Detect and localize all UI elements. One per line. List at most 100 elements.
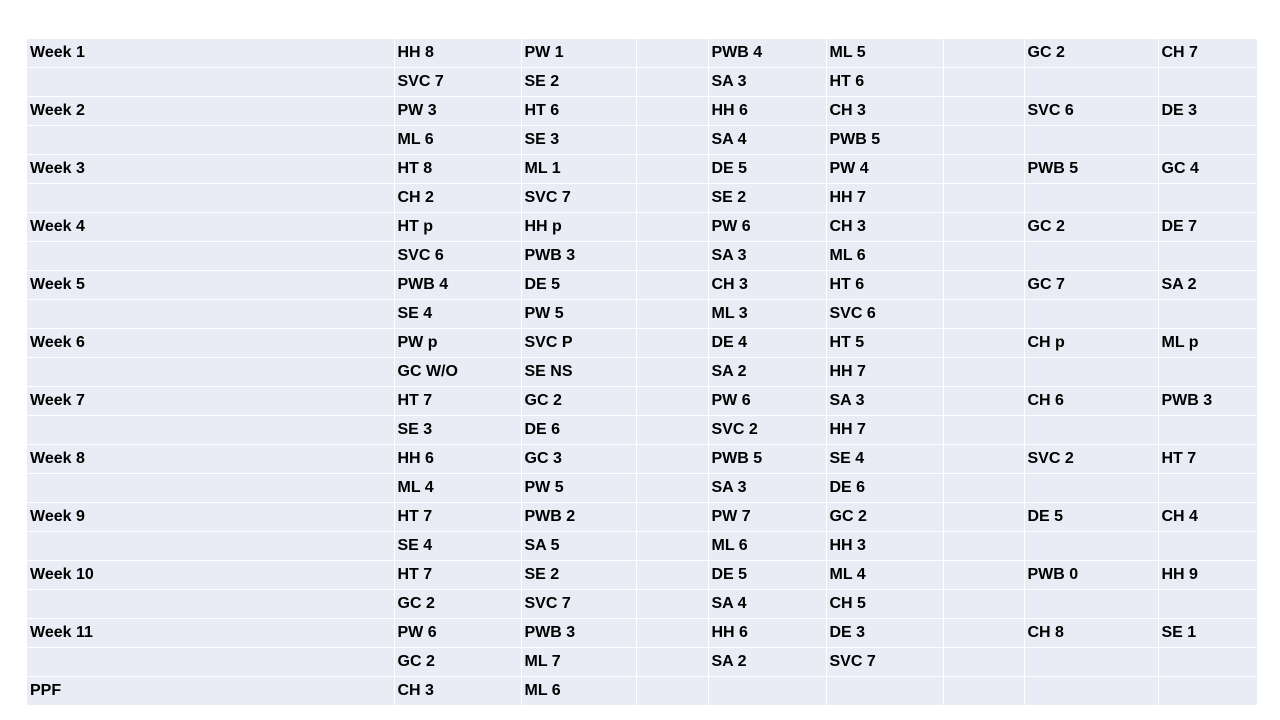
schedule-cell bbox=[636, 183, 709, 213]
schedule-cell: CH 2 bbox=[394, 183, 522, 213]
schedule-cell: GC 2 bbox=[826, 502, 944, 532]
schedule-cell bbox=[636, 357, 709, 387]
schedule-cell bbox=[1158, 676, 1257, 706]
schedule-cell bbox=[1158, 473, 1257, 503]
schedule-cell: GC 2 bbox=[394, 589, 522, 619]
schedule-cell: HH 6 bbox=[708, 618, 827, 648]
schedule-cell: SVC 6 bbox=[1024, 96, 1159, 126]
schedule-cell: SA 3 bbox=[826, 386, 944, 416]
schedule-cell bbox=[636, 531, 709, 561]
schedule-cell: PW p bbox=[394, 328, 522, 358]
table-row: Week 8 HH 6 GC 3 PWB 5 SE 4 SVC 2 HT 7 bbox=[27, 444, 1257, 474]
schedule-cell: PWB 4 bbox=[708, 39, 827, 68]
schedule-cell: ML 5 bbox=[826, 39, 944, 68]
schedule-cell: PW 5 bbox=[521, 299, 637, 329]
schedule-cell bbox=[636, 67, 709, 97]
schedule-cell: HH 7 bbox=[826, 415, 944, 445]
week-label-cell bbox=[27, 241, 395, 271]
schedule-cell: GC 2 bbox=[1024, 212, 1159, 242]
table-row: Week 5 PWB 4 DE 5 CH 3 HT 6 GC 7 SA 2 bbox=[27, 270, 1257, 300]
schedule-cell bbox=[943, 39, 1025, 68]
schedule-cell: PW 7 bbox=[708, 502, 827, 532]
schedule-cell bbox=[1024, 589, 1159, 619]
schedule-table: Week 1 HH 8 PW 1 PWB 4 ML 5 GC 2 CH 7 SVC 7 SE 2… bbox=[27, 39, 1257, 706]
schedule-cell: GC 2 bbox=[1024, 39, 1159, 68]
schedule-cell: HT 6 bbox=[826, 270, 944, 300]
schedule-cell: HH 3 bbox=[826, 531, 944, 561]
table-row: SVC 7 SE 2 SA 3 HT 6 bbox=[27, 67, 1257, 97]
schedule-cell bbox=[636, 502, 709, 532]
schedule-cell bbox=[943, 531, 1025, 561]
schedule-cell: DE 6 bbox=[826, 473, 944, 503]
schedule-cell: ML 6 bbox=[521, 676, 637, 706]
table-row: Week 6 PW p SVC P DE 4 HT 5 CH p ML p bbox=[27, 328, 1257, 358]
schedule-cell: SVC 2 bbox=[708, 415, 827, 445]
schedule-cell: HT 8 bbox=[394, 154, 522, 184]
schedule-cell: CH 3 bbox=[826, 96, 944, 126]
week-label-cell: Week 2 bbox=[27, 96, 395, 126]
week-label-cell: Week 9 bbox=[27, 502, 395, 532]
schedule-cell: CH 3 bbox=[394, 676, 522, 706]
schedule-body: Week 1 HH 8 PW 1 PWB 4 ML 5 GC 2 CH 7 SVC 7 SE 2… bbox=[27, 39, 1257, 706]
week-label-cell bbox=[27, 647, 395, 677]
week-label-cell bbox=[27, 299, 395, 329]
schedule-cell: HH 7 bbox=[826, 357, 944, 387]
schedule-cell bbox=[943, 154, 1025, 184]
table-row: SE 4 SA 5 ML 6 HH 3 bbox=[27, 531, 1257, 561]
schedule-cell: SE 4 bbox=[394, 299, 522, 329]
schedule-cell: PW 4 bbox=[826, 154, 944, 184]
week-label-cell: Week 7 bbox=[27, 386, 395, 416]
schedule-cell: ML 4 bbox=[394, 473, 522, 503]
schedule-cell: PW 1 bbox=[521, 39, 637, 68]
schedule-cell: SE 3 bbox=[394, 415, 522, 445]
schedule-cell: DE 5 bbox=[1024, 502, 1159, 532]
schedule-cell: GC 4 bbox=[1158, 154, 1257, 184]
schedule-cell: SE 2 bbox=[708, 183, 827, 213]
schedule-cell: ML 7 bbox=[521, 647, 637, 677]
schedule-cell: HH 9 bbox=[1158, 560, 1257, 590]
schedule-cell: SA 3 bbox=[708, 241, 827, 271]
schedule-cell bbox=[943, 67, 1025, 97]
schedule-cell bbox=[636, 96, 709, 126]
table-row: CH 2 SVC 7 SE 2 HH 7 bbox=[27, 183, 1257, 213]
schedule-cell bbox=[943, 270, 1025, 300]
schedule-cell bbox=[636, 39, 709, 68]
schedule-cell bbox=[1158, 589, 1257, 619]
schedule-cell: PWB 0 bbox=[1024, 560, 1159, 590]
week-label-cell: Week 3 bbox=[27, 154, 395, 184]
week-label-cell: Week 11 bbox=[27, 618, 395, 648]
schedule-cell bbox=[943, 386, 1025, 416]
schedule-cell bbox=[1158, 531, 1257, 561]
schedule-cell: SA 4 bbox=[708, 125, 827, 155]
schedule-cell: PW 6 bbox=[708, 386, 827, 416]
schedule-cell: DE 6 bbox=[521, 415, 637, 445]
week-label-cell: Week 1 bbox=[27, 39, 395, 68]
schedule-cell: SVC 7 bbox=[521, 589, 637, 619]
schedule-cell: CH 3 bbox=[708, 270, 827, 300]
schedule-cell: PWB 2 bbox=[521, 502, 637, 532]
schedule-cell bbox=[636, 241, 709, 271]
schedule-cell bbox=[636, 473, 709, 503]
table-row: GC 2 ML 7 SA 2 SVC 7 bbox=[27, 647, 1257, 677]
schedule-cell: SA 2 bbox=[708, 647, 827, 677]
schedule-cell: PWB 4 bbox=[394, 270, 522, 300]
table-row: Week 9 HT 7 PWB 2 PW 7 GC 2 DE 5 CH 4 bbox=[27, 502, 1257, 532]
schedule-cell: SA 2 bbox=[1158, 270, 1257, 300]
schedule-cell: SVC 7 bbox=[394, 67, 522, 97]
schedule-cell bbox=[636, 618, 709, 648]
table-row: PPF CH 3 ML 6 bbox=[27, 676, 1257, 706]
table-row: Week 2 PW 3 HT 6 HH 6 CH 3 SVC 6 DE 3 bbox=[27, 96, 1257, 126]
schedule-cell bbox=[1158, 67, 1257, 97]
schedule-cell bbox=[943, 560, 1025, 590]
schedule-cell: PWB 5 bbox=[826, 125, 944, 155]
schedule-cell bbox=[1158, 299, 1257, 329]
schedule-cell: SE NS bbox=[521, 357, 637, 387]
schedule-cell bbox=[1024, 415, 1159, 445]
week-label-cell: Week 6 bbox=[27, 328, 395, 358]
schedule-cell: DE 5 bbox=[708, 154, 827, 184]
schedule-cell: PWB 5 bbox=[1024, 154, 1159, 184]
schedule-cell bbox=[1024, 299, 1159, 329]
schedule-cell: DE 4 bbox=[708, 328, 827, 358]
schedule-cell: ML 6 bbox=[394, 125, 522, 155]
schedule-cell: SA 5 bbox=[521, 531, 637, 561]
